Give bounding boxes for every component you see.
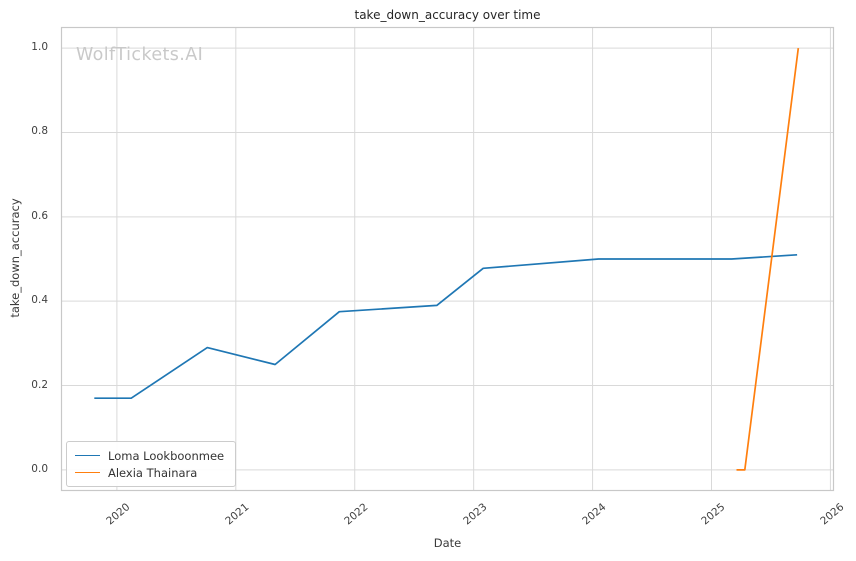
- legend-item-alexia: Alexia Thainara: [75, 464, 224, 481]
- chart-title: take_down_accuracy over time: [354, 8, 541, 22]
- watermark: WolfTickets.AI: [76, 45, 204, 65]
- y-tick-label: 0.8: [31, 125, 48, 138]
- y-tick-label: 0.2: [31, 378, 48, 391]
- y-tick-label: 1.0: [31, 41, 48, 54]
- legend-item-loma: Loma Lookboonmee: [75, 447, 224, 464]
- legend-label: Alexia Thainara: [108, 465, 198, 480]
- legend: Loma Lookboonmee Alexia Thainara: [66, 441, 237, 487]
- y-tick-label: 0.0: [31, 462, 48, 475]
- x-axis-label: Date: [433, 536, 462, 550]
- y-tick-label: 0.6: [31, 209, 48, 222]
- y-tick-label: 0.4: [31, 294, 48, 307]
- legend-label: Loma Lookboonmee: [108, 448, 225, 463]
- series-line-0: [94, 253, 798, 400]
- legend-line-swatch: [75, 455, 100, 456]
- legend-line-swatch: [75, 472, 100, 473]
- plot-border: [60, 26, 835, 492]
- series-line-1: [736, 47, 800, 471]
